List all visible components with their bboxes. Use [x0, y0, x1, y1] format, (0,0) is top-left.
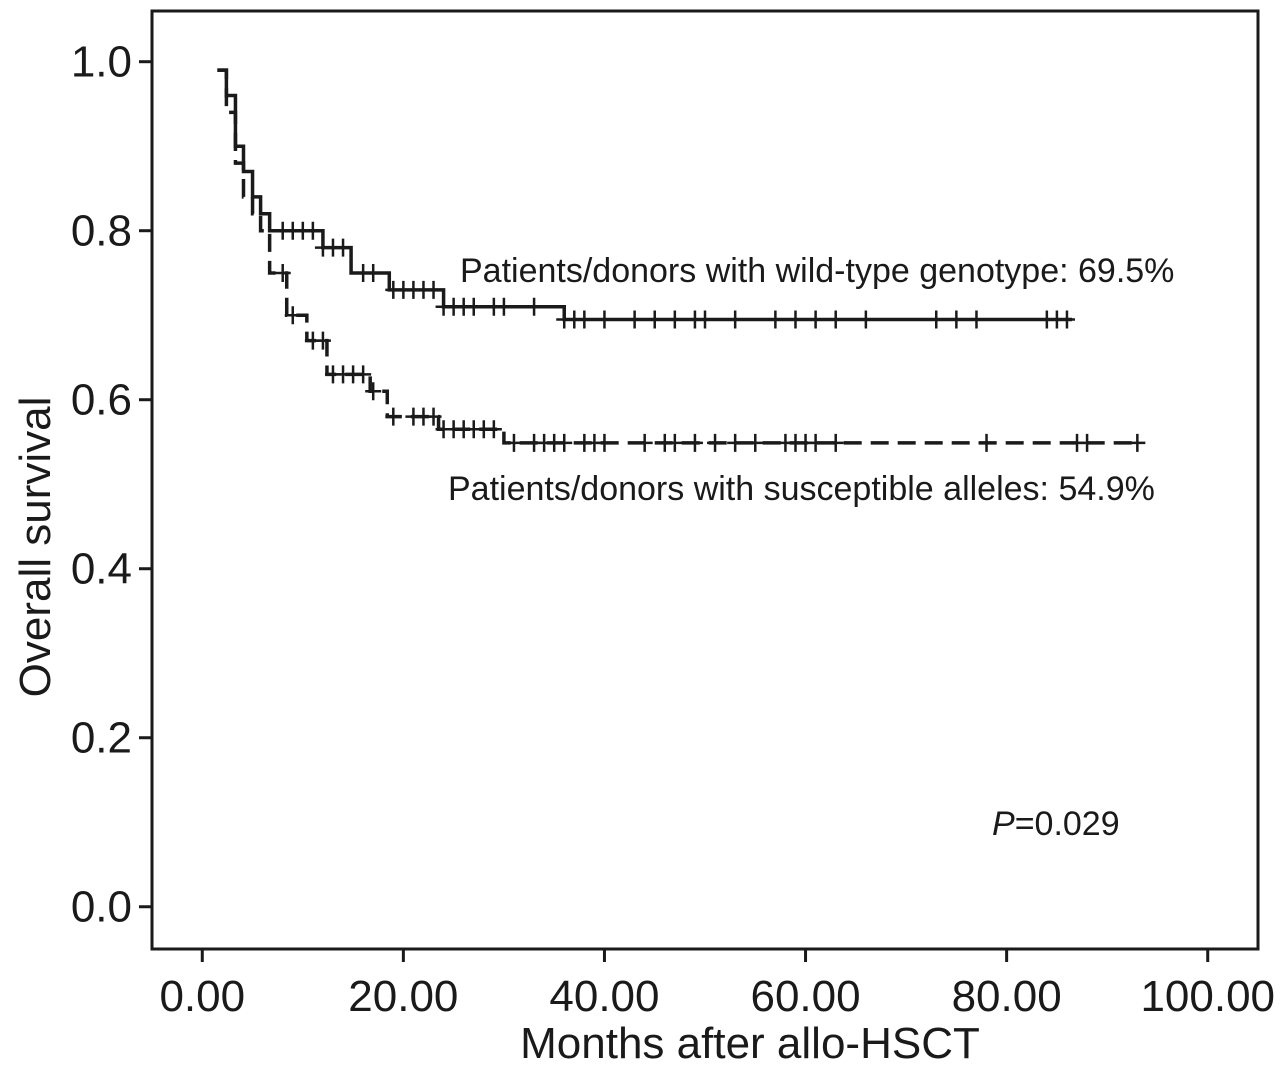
y-tick-label: 0.4: [71, 545, 132, 594]
censor-mark: [857, 310, 874, 329]
censor-mark: [314, 331, 331, 350]
censor-mark: [686, 433, 703, 452]
censor-mark: [928, 310, 945, 329]
censor-mark: [335, 238, 352, 257]
censor-mark: [948, 310, 965, 329]
x-tick-label: 100.00: [1140, 972, 1275, 1021]
censor-mark: [596, 310, 613, 329]
censor-mark: [646, 310, 663, 329]
p-symbol: P: [992, 805, 1015, 843]
p-value: =0.029: [1015, 805, 1120, 843]
censor-mark: [827, 433, 844, 452]
censor-mark: [978, 433, 995, 452]
censor-mark: [1129, 433, 1146, 452]
plot-frame: [150, 9, 1260, 951]
censor-mark: [1079, 433, 1096, 452]
x-axis-title: Months after allo-HSCT: [520, 1019, 980, 1068]
censor-mark: [636, 433, 653, 452]
x-tick-label: 80.00: [952, 972, 1062, 1021]
series-layer: [217, 68, 1146, 452]
y-tick-label: 0.6: [71, 376, 132, 425]
censor-mark: [697, 310, 713, 329]
censor-mark: [968, 310, 985, 329]
censor-mark: [365, 382, 382, 401]
censor-mark: [666, 433, 683, 452]
censor-mark: [284, 306, 301, 325]
censor-mark: [385, 407, 402, 426]
x-tick-label: 60.00: [750, 972, 860, 1021]
censor-mark: [596, 433, 613, 452]
censor-mark: [787, 310, 804, 329]
censor-mark: [556, 433, 573, 452]
censor-mark: [727, 310, 744, 329]
censor-mark: [485, 420, 502, 439]
series-label-susceptible: Patients/donors with susceptible alleles…: [448, 470, 1155, 508]
y-tick-label: 1.0: [71, 38, 132, 87]
censor-mark: [1058, 310, 1075, 329]
censor-mark: [666, 310, 683, 329]
y-tick-label: 0.2: [71, 714, 132, 763]
censor-mark: [526, 297, 543, 316]
censor-mark: [827, 310, 844, 329]
censor-mark: [727, 433, 744, 452]
y-axis-title: Overall survival: [11, 397, 60, 698]
censor-mark: [707, 433, 724, 452]
censor-mark: [425, 407, 442, 426]
censor-mark: [807, 310, 824, 329]
censor-mark: [465, 297, 482, 316]
p-value-annotation: P=0.029: [992, 805, 1120, 843]
censor-mark: [304, 221, 321, 240]
y-tick-label: 0.8: [71, 207, 132, 256]
censor-mark: [576, 310, 593, 329]
y-tick-label: 0.0: [71, 883, 132, 932]
x-tick-label: 0.00: [159, 972, 245, 1021]
censor-mark: [495, 297, 512, 316]
censor-mark: [747, 433, 764, 452]
y-axis: 0.0 0.2 0.4 0.6 0.8 1.0: [71, 38, 152, 932]
censor-mark: [365, 263, 382, 282]
censor-mark: [425, 280, 442, 299]
censor-mark: [355, 365, 372, 384]
censor-mark: [626, 310, 643, 329]
censor-mark: [505, 433, 522, 452]
x-tick-label: 40.00: [549, 972, 659, 1021]
censor-mark: [767, 310, 784, 329]
censor-mark: [274, 263, 291, 282]
censor-mark: [807, 433, 824, 452]
x-axis: 0.00 20.00 40.00 60.00 80.00 100.00: [159, 949, 1275, 1021]
x-tick-label: 20.00: [348, 972, 458, 1021]
series-label-wild-type: Patients/donors with wild-type genotype:…: [460, 252, 1174, 290]
